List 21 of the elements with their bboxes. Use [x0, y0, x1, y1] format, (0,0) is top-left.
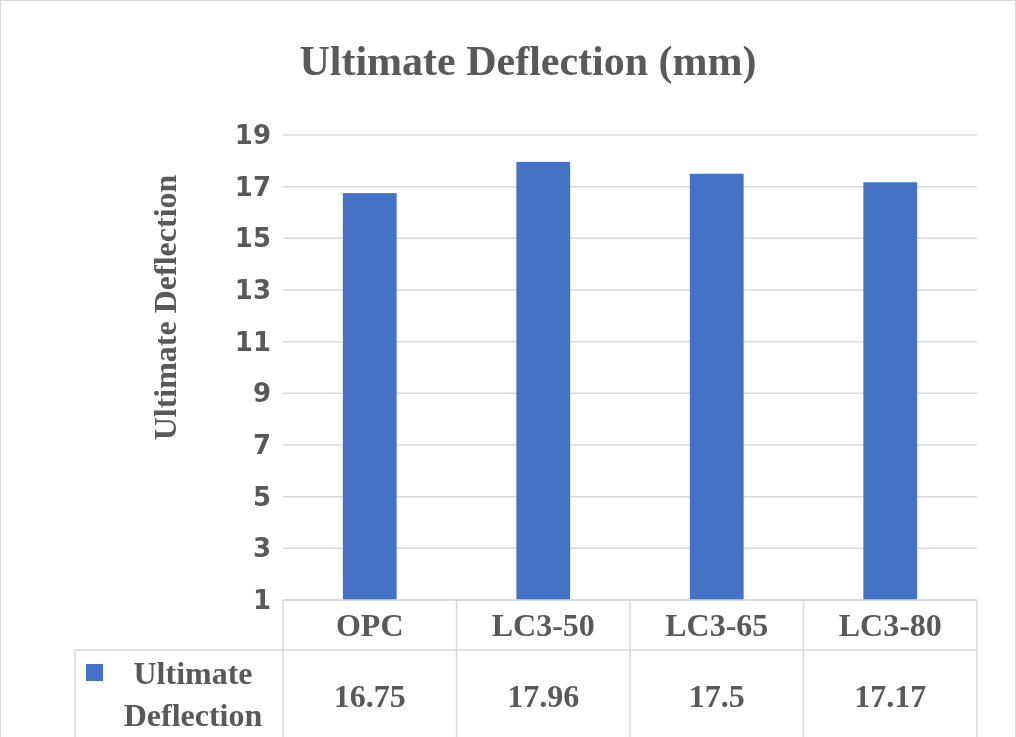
legend-label: Ultimate Deflection [123, 655, 263, 733]
y-tick-label: 15 [234, 223, 271, 254]
y-tick-label: 3 [252, 533, 271, 564]
y-tick-label: 5 [252, 481, 271, 512]
data-label: 17.5 [688, 677, 745, 714]
chart-title: Ultimate Deflection (mm) [299, 38, 757, 85]
y-tick-label: 11 [234, 326, 271, 357]
y-tick-label: 9 [252, 378, 271, 409]
x-tick-label: LC3-65 [665, 607, 769, 644]
y-tick-label: 17 [234, 171, 271, 202]
x-tick-label: LC3-80 [838, 607, 942, 644]
data-label: 17.96 [507, 677, 580, 714]
y-tick-label: 13 [234, 275, 271, 306]
y-axis-title: Ultimate Deflection [147, 174, 183, 441]
y-tick-label: 1 [252, 585, 271, 616]
y-tick-label: 19 [234, 120, 271, 151]
y-tick-label: 7 [252, 430, 271, 461]
data-label: 17.17 [854, 677, 927, 714]
data-label: 16.75 [333, 677, 406, 714]
x-tick-label: LC3-50 [491, 607, 595, 644]
x-tick-label: OPC [335, 607, 404, 644]
